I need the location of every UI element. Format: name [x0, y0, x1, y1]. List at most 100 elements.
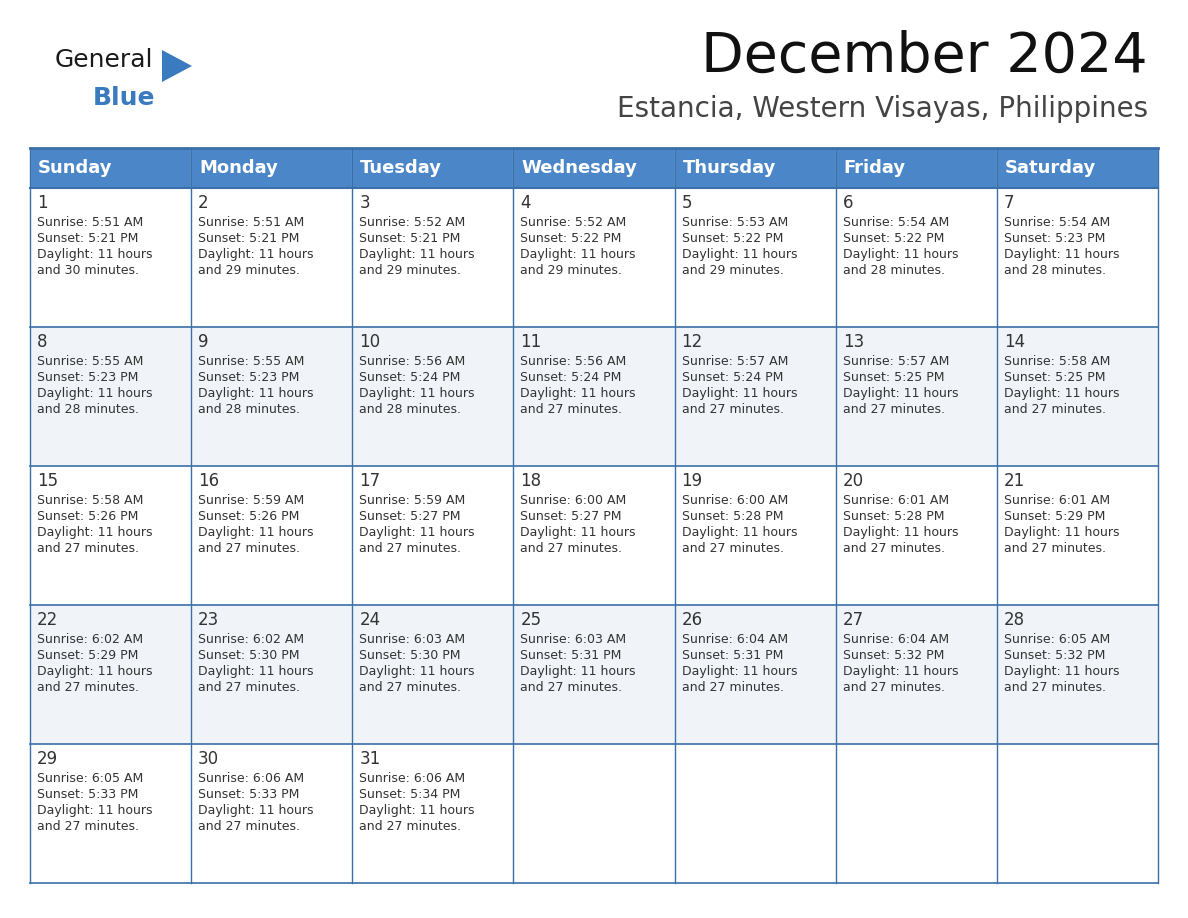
Text: Sunrise: 5:55 AM: Sunrise: 5:55 AM — [198, 355, 304, 368]
Text: and 28 minutes.: and 28 minutes. — [37, 403, 139, 416]
Bar — [835, 327, 997, 466]
Text: Sunset: 5:23 PM: Sunset: 5:23 PM — [1004, 232, 1105, 245]
Bar — [191, 188, 353, 327]
Text: 12: 12 — [682, 333, 703, 351]
Text: Sunset: 5:22 PM: Sunset: 5:22 PM — [520, 232, 621, 245]
Text: Sunrise: 6:06 AM: Sunrise: 6:06 AM — [359, 772, 466, 785]
Text: Sunset: 5:22 PM: Sunset: 5:22 PM — [682, 232, 783, 245]
Text: Daylight: 11 hours: Daylight: 11 hours — [198, 526, 314, 539]
Text: Daylight: 11 hours: Daylight: 11 hours — [1004, 665, 1119, 678]
Text: Sunset: 5:24 PM: Sunset: 5:24 PM — [359, 371, 461, 384]
Text: and 27 minutes.: and 27 minutes. — [37, 820, 139, 833]
Text: 11: 11 — [520, 333, 542, 351]
Text: 22: 22 — [37, 611, 58, 629]
Text: Daylight: 11 hours: Daylight: 11 hours — [520, 526, 636, 539]
Bar — [997, 148, 1158, 188]
Text: Daylight: 11 hours: Daylight: 11 hours — [359, 526, 475, 539]
Bar — [835, 744, 997, 883]
Text: 14: 14 — [1004, 333, 1025, 351]
Bar — [30, 466, 191, 605]
Text: and 27 minutes.: and 27 minutes. — [37, 542, 139, 555]
Text: Sunrise: 5:52 AM: Sunrise: 5:52 AM — [359, 216, 466, 229]
Text: Daylight: 11 hours: Daylight: 11 hours — [682, 387, 797, 400]
Bar — [997, 605, 1158, 744]
Text: Sunset: 5:25 PM: Sunset: 5:25 PM — [842, 371, 944, 384]
Text: Sunset: 5:21 PM: Sunset: 5:21 PM — [37, 232, 138, 245]
Text: Daylight: 11 hours: Daylight: 11 hours — [520, 387, 636, 400]
Text: Sunset: 5:24 PM: Sunset: 5:24 PM — [520, 371, 621, 384]
Text: Sunset: 5:28 PM: Sunset: 5:28 PM — [842, 510, 944, 523]
Bar — [191, 605, 353, 744]
Text: Sunset: 5:34 PM: Sunset: 5:34 PM — [359, 788, 461, 801]
Text: Estancia, Western Visayas, Philippines: Estancia, Western Visayas, Philippines — [617, 95, 1148, 123]
Text: Sunrise: 5:58 AM: Sunrise: 5:58 AM — [37, 494, 144, 507]
Text: Sunrise: 6:00 AM: Sunrise: 6:00 AM — [520, 494, 627, 507]
Text: Sunset: 5:27 PM: Sunset: 5:27 PM — [359, 510, 461, 523]
Text: Daylight: 11 hours: Daylight: 11 hours — [359, 804, 475, 817]
Text: and 27 minutes.: and 27 minutes. — [1004, 542, 1106, 555]
Text: 8: 8 — [37, 333, 48, 351]
Bar — [353, 744, 513, 883]
Text: and 30 minutes.: and 30 minutes. — [37, 264, 139, 277]
Text: 5: 5 — [682, 194, 693, 212]
Text: Sunrise: 5:56 AM: Sunrise: 5:56 AM — [520, 355, 627, 368]
Text: Sunset: 5:25 PM: Sunset: 5:25 PM — [1004, 371, 1105, 384]
Text: Daylight: 11 hours: Daylight: 11 hours — [1004, 526, 1119, 539]
Bar — [353, 188, 513, 327]
Text: 24: 24 — [359, 611, 380, 629]
Polygon shape — [162, 50, 192, 82]
Text: 3: 3 — [359, 194, 369, 212]
Text: Sunset: 5:26 PM: Sunset: 5:26 PM — [37, 510, 138, 523]
Text: and 27 minutes.: and 27 minutes. — [359, 820, 461, 833]
Text: Sunset: 5:21 PM: Sunset: 5:21 PM — [359, 232, 461, 245]
Text: and 27 minutes.: and 27 minutes. — [842, 681, 944, 694]
Bar — [191, 148, 353, 188]
Bar — [997, 466, 1158, 605]
Text: Daylight: 11 hours: Daylight: 11 hours — [359, 665, 475, 678]
Text: and 28 minutes.: and 28 minutes. — [1004, 264, 1106, 277]
Bar — [835, 188, 997, 327]
Text: and 27 minutes.: and 27 minutes. — [359, 542, 461, 555]
Text: Sunrise: 6:00 AM: Sunrise: 6:00 AM — [682, 494, 788, 507]
Text: Daylight: 11 hours: Daylight: 11 hours — [198, 248, 314, 261]
Text: 17: 17 — [359, 472, 380, 490]
Text: and 27 minutes.: and 27 minutes. — [682, 681, 784, 694]
Bar — [30, 744, 191, 883]
Text: and 27 minutes.: and 27 minutes. — [520, 403, 623, 416]
Text: Tuesday: Tuesday — [360, 159, 442, 177]
Text: Sunrise: 5:55 AM: Sunrise: 5:55 AM — [37, 355, 144, 368]
Text: Sunrise: 5:51 AM: Sunrise: 5:51 AM — [198, 216, 304, 229]
Text: Daylight: 11 hours: Daylight: 11 hours — [37, 804, 152, 817]
Text: and 27 minutes.: and 27 minutes. — [198, 542, 301, 555]
Bar — [513, 744, 675, 883]
Text: Daylight: 11 hours: Daylight: 11 hours — [37, 387, 152, 400]
Text: Sunset: 5:23 PM: Sunset: 5:23 PM — [37, 371, 138, 384]
Text: 19: 19 — [682, 472, 702, 490]
Bar — [835, 148, 997, 188]
Text: and 27 minutes.: and 27 minutes. — [682, 403, 784, 416]
Text: Sunrise: 5:59 AM: Sunrise: 5:59 AM — [359, 494, 466, 507]
Text: and 27 minutes.: and 27 minutes. — [198, 681, 301, 694]
Text: Sunrise: 6:02 AM: Sunrise: 6:02 AM — [198, 633, 304, 646]
Text: Sunrise: 5:58 AM: Sunrise: 5:58 AM — [1004, 355, 1111, 368]
Text: and 27 minutes.: and 27 minutes. — [682, 542, 784, 555]
Text: Daylight: 11 hours: Daylight: 11 hours — [37, 248, 152, 261]
Text: 31: 31 — [359, 750, 380, 768]
Text: Sunrise: 5:52 AM: Sunrise: 5:52 AM — [520, 216, 627, 229]
Bar — [191, 327, 353, 466]
Text: 2: 2 — [198, 194, 209, 212]
Bar — [353, 148, 513, 188]
Text: Sunrise: 5:57 AM: Sunrise: 5:57 AM — [842, 355, 949, 368]
Text: 27: 27 — [842, 611, 864, 629]
Bar — [30, 148, 191, 188]
Text: Sunset: 5:31 PM: Sunset: 5:31 PM — [682, 649, 783, 662]
Text: Daylight: 11 hours: Daylight: 11 hours — [682, 665, 797, 678]
Text: Daylight: 11 hours: Daylight: 11 hours — [520, 665, 636, 678]
Text: 9: 9 — [198, 333, 209, 351]
Bar — [675, 327, 835, 466]
Bar — [675, 148, 835, 188]
Text: Sunrise: 5:54 AM: Sunrise: 5:54 AM — [842, 216, 949, 229]
Bar — [997, 188, 1158, 327]
Text: Blue: Blue — [93, 86, 156, 110]
Bar — [353, 327, 513, 466]
